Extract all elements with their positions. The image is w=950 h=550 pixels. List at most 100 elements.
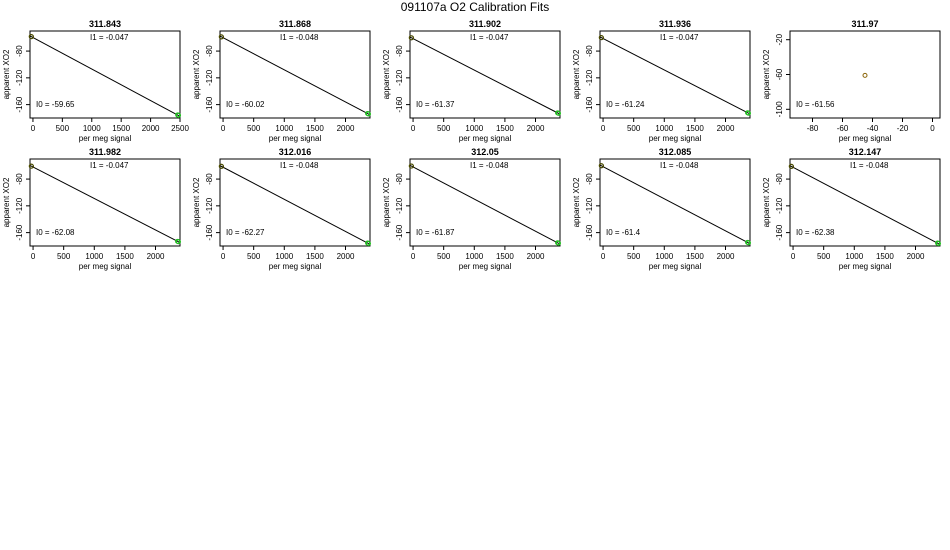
x-tick-label: 2500 xyxy=(171,124,189,133)
data-point xyxy=(789,163,795,169)
plot-frame xyxy=(29,158,181,247)
y-tick-label: -160 xyxy=(585,224,594,241)
y-tick-label: -160 xyxy=(15,224,24,241)
plot-frame xyxy=(789,158,941,247)
panel-311.936: 311.936 0 500 1000 1500 2000 per meg signal -16… xyxy=(572,19,751,143)
x-tick-label: 0 xyxy=(31,124,36,133)
slope-annotation: I1 = -0.047 xyxy=(660,33,699,42)
y-tick-label: -80 xyxy=(585,173,594,185)
x-tick-label: 2000 xyxy=(717,124,735,133)
x-tick-label: 500 xyxy=(247,124,261,133)
x-tick-label: 0 xyxy=(411,252,416,261)
y-tick-label: -80 xyxy=(395,173,404,185)
y-tick-label: -160 xyxy=(585,96,594,113)
panel-title: 311.936 xyxy=(659,19,691,29)
y-axis-label: apparent XO2 xyxy=(572,49,581,99)
x-tick-label: 1500 xyxy=(686,252,704,261)
y-tick-label: -80 xyxy=(395,45,404,57)
panel-311.843: 311.843 0 500 1000 1500 2000 2500 per meg signa… xyxy=(2,19,189,143)
slope-annotation: I1 = -0.048 xyxy=(470,161,509,170)
y-axis-label: apparent XO2 xyxy=(2,49,11,99)
y-axis-label: apparent XO2 xyxy=(382,177,391,227)
x-axis-label: per meg signal xyxy=(459,262,512,271)
fit-line xyxy=(599,164,751,245)
panel-title: 311.982 xyxy=(89,147,121,157)
data-point xyxy=(745,240,751,246)
x-axis-label: per meg signal xyxy=(649,262,702,271)
fit-line xyxy=(409,36,561,115)
x-tick-label: 2000 xyxy=(527,252,545,261)
x-tick-label: 1000 xyxy=(845,252,863,261)
intercept-annotation: I0 = -60.02 xyxy=(226,100,265,109)
plot-frame xyxy=(29,30,181,119)
x-tick-label: 1000 xyxy=(275,252,293,261)
x-tick-label: 0 xyxy=(791,252,796,261)
x-tick-label: 0 xyxy=(601,252,606,261)
x-tick-label: 0 xyxy=(411,124,416,133)
data-point xyxy=(219,163,225,169)
x-tick-label: 1500 xyxy=(306,252,324,261)
data-point xyxy=(365,111,371,117)
y-axis-label: apparent XO2 xyxy=(192,177,201,227)
fit-line xyxy=(219,35,371,116)
y-tick-label: -60 xyxy=(775,68,784,80)
data-point xyxy=(29,163,35,169)
x-tick-label: 2000 xyxy=(142,124,160,133)
x-tick-label: 2000 xyxy=(717,252,735,261)
data-point xyxy=(176,112,182,118)
fit-line xyxy=(599,36,751,115)
x-tick-label: 1000 xyxy=(275,124,293,133)
y-tick-label: -120 xyxy=(205,69,214,86)
x-tick-label: 2000 xyxy=(147,252,165,261)
y-axis-label: apparent XO2 xyxy=(572,177,581,227)
x-tick-label: 0 xyxy=(31,252,36,261)
x-tick-label: 500 xyxy=(627,252,641,261)
x-tick-label: 500 xyxy=(247,252,261,261)
intercept-annotation: I0 = -61.87 xyxy=(416,228,455,237)
y-tick-label: -120 xyxy=(775,197,784,214)
panel-311.868: 311.868 0 500 1000 1500 2000 per meg signal -16… xyxy=(192,19,371,143)
plot-frame xyxy=(599,158,751,247)
y-tick-label: -160 xyxy=(205,96,214,113)
x-tick-label: 1000 xyxy=(655,252,673,261)
data-point xyxy=(219,34,225,40)
y-axis-label: apparent XO2 xyxy=(382,49,391,99)
y-tick-label: -160 xyxy=(15,96,24,113)
y-tick-label: -80 xyxy=(15,173,24,185)
slope-annotation: I1 = -0.047 xyxy=(90,33,129,42)
x-tick-label: 0 xyxy=(221,252,226,261)
fit-line xyxy=(219,165,371,245)
x-tick-label: 0 xyxy=(221,124,226,133)
panel-title: 311.868 xyxy=(279,19,311,29)
x-tick-label: 1500 xyxy=(496,252,514,261)
intercept-annotation: I0 = -59.65 xyxy=(36,100,75,109)
panel-title: 311.97 xyxy=(851,19,878,29)
x-tick-label: 0 xyxy=(930,124,935,133)
intercept-annotation: I0 = -62.08 xyxy=(36,228,75,237)
y-tick-label: -80 xyxy=(205,45,214,57)
y-tick-label: -120 xyxy=(585,197,594,214)
y-tick-label: -80 xyxy=(15,45,24,57)
slope-annotation: I1 = -0.048 xyxy=(660,161,699,170)
y-tick-label: -160 xyxy=(775,224,784,241)
slope-annotation: I1 = -0.048 xyxy=(850,161,889,170)
x-tick-label: 2000 xyxy=(337,252,355,261)
x-tick-label: 500 xyxy=(817,252,831,261)
x-tick-label: 1500 xyxy=(112,124,130,133)
x-tick-label: 500 xyxy=(437,124,451,133)
x-tick-label: 1500 xyxy=(116,252,134,261)
x-tick-label: 500 xyxy=(57,252,71,261)
x-tick-label: 1500 xyxy=(876,252,894,261)
plot-frame xyxy=(409,158,561,247)
fit-line xyxy=(409,164,561,245)
y-tick-label: -160 xyxy=(205,224,214,241)
fit-line xyxy=(29,35,181,117)
x-tick-label: -60 xyxy=(837,124,849,133)
x-axis-label: per meg signal xyxy=(269,134,322,143)
panel-title: 311.902 xyxy=(469,19,501,29)
panel-312.147: 312.147 0 500 1000 1500 2000 per meg signal -16… xyxy=(762,147,941,271)
slope-annotation: I1 = -0.047 xyxy=(470,33,509,42)
x-tick-label: 0 xyxy=(601,124,606,133)
data-point xyxy=(409,163,415,169)
